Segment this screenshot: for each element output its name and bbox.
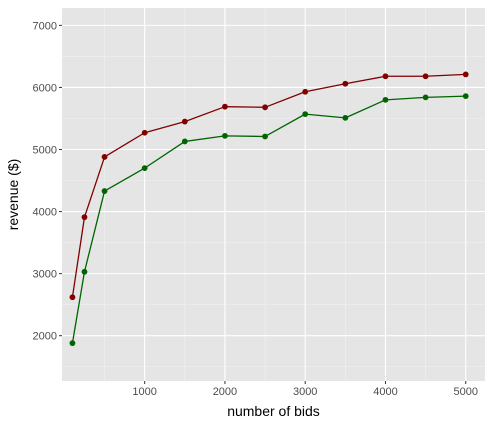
data-point: [181, 138, 188, 145]
series-0: [69, 71, 469, 301]
y-tick-label: 6000: [33, 82, 57, 94]
data-point: [302, 88, 309, 95]
data-point: [141, 165, 148, 172]
axis-ticks: [59, 24, 467, 384]
data-point: [222, 132, 228, 139]
data-point: [262, 104, 268, 111]
x-tick-label: 1000: [132, 386, 156, 398]
x-tick-label: 2000: [213, 386, 237, 398]
series-line: [71, 95, 466, 344]
x-axis-title: number of bids: [227, 403, 320, 419]
data-point: [101, 154, 108, 160]
y-axis-title: revenue ($): [5, 159, 21, 231]
data-point: [81, 214, 88, 221]
data-point: [342, 80, 349, 87]
y-tick-label: 3000: [33, 269, 57, 281]
y-tick-label: 7000: [33, 20, 57, 32]
series-1: [69, 93, 469, 347]
data-point: [382, 96, 389, 103]
data-point: [181, 118, 188, 125]
x-tick-label: 3000: [293, 386, 317, 398]
data-point: [222, 103, 228, 110]
data-point: [382, 73, 389, 80]
y-tick-label: 2000: [33, 331, 57, 343]
data-point: [302, 111, 309, 118]
data-point: [69, 294, 76, 301]
data-point: [101, 188, 108, 194]
major-gridlines: [62, 8, 485, 381]
x-tick-label: 4000: [373, 386, 397, 398]
data-point: [462, 93, 469, 100]
data-point: [81, 268, 88, 275]
plot-panel: [62, 8, 485, 381]
data-point: [262, 133, 268, 140]
data-point: [141, 129, 148, 136]
x-tick-label: 5000: [453, 386, 477, 398]
data-point: [69, 340, 76, 347]
minor-gridlines: [62, 8, 485, 381]
y-tick-label: 4000: [33, 207, 57, 219]
data-point: [422, 73, 429, 80]
data-point: [462, 71, 469, 78]
series-line: [71, 73, 466, 298]
y-tick-label: 5000: [33, 145, 57, 157]
tick-labels: 1000 2000 3000 4000 5000 2000 3000 4000 5000 6000…: [33, 20, 478, 398]
data-point: [342, 114, 349, 121]
data-point: [422, 94, 429, 101]
series-layer: [69, 71, 469, 347]
